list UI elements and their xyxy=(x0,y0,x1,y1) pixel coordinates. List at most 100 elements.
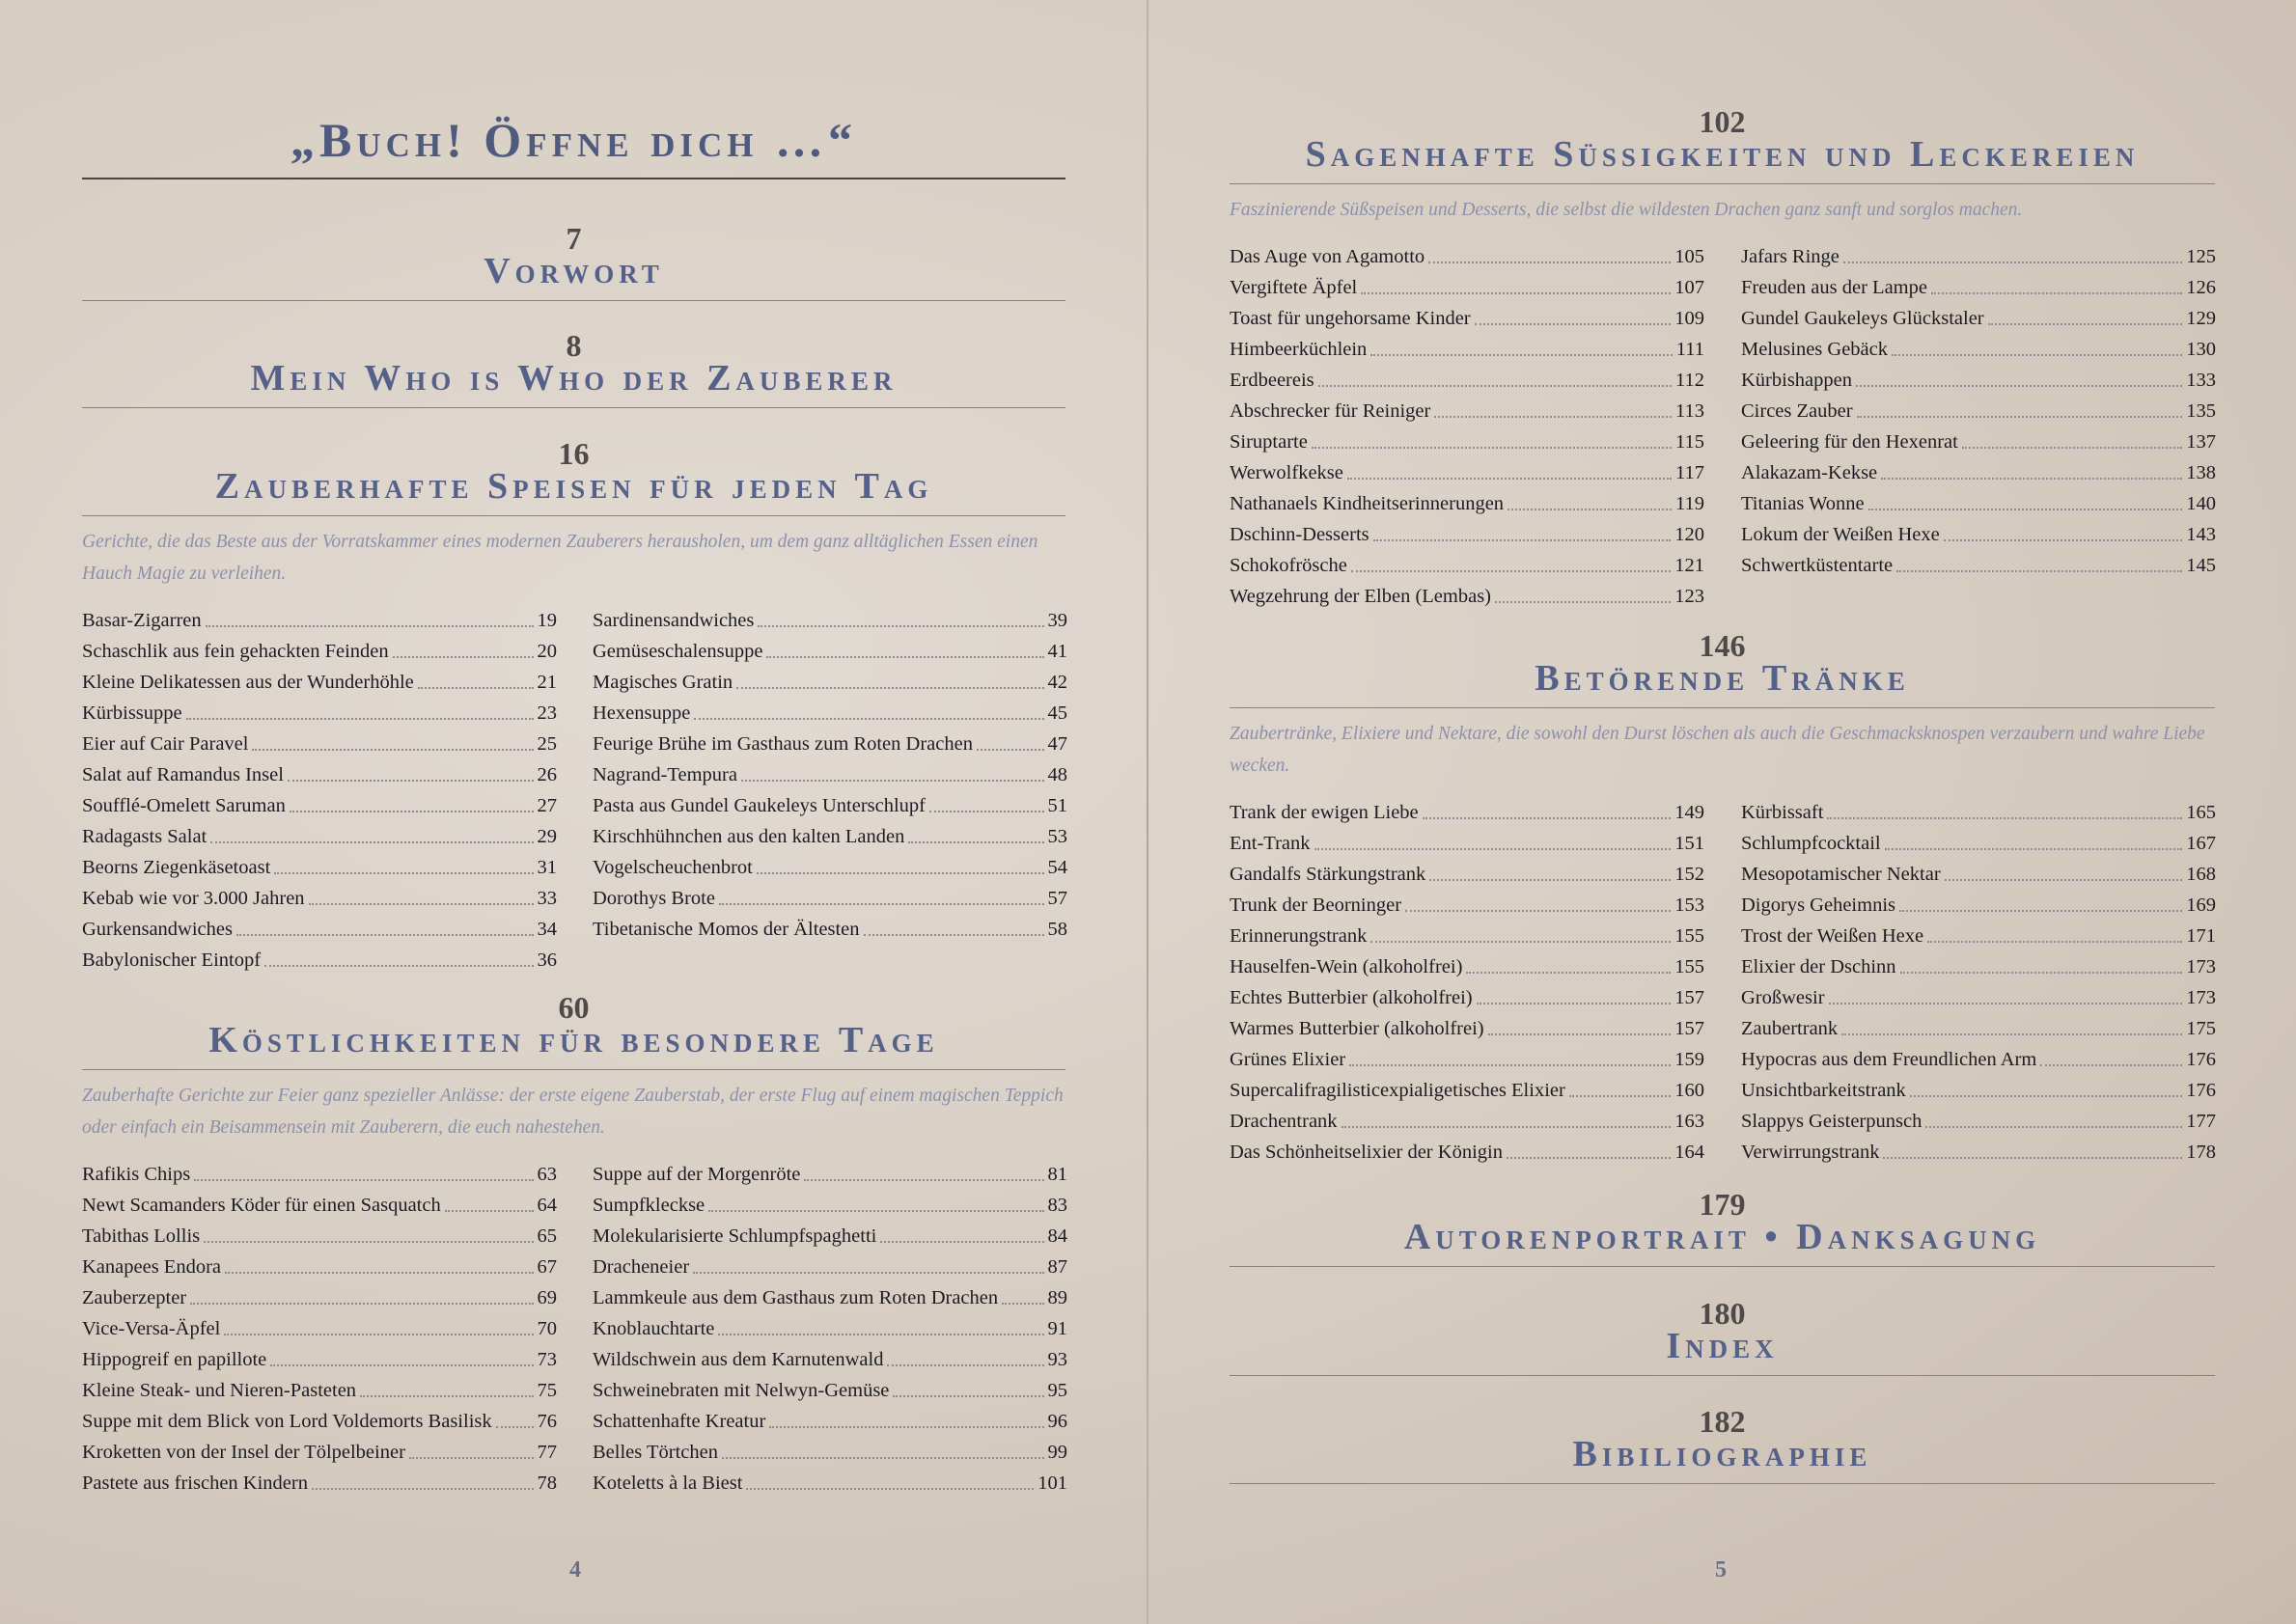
toc-entry: Rafikis Chips 63 xyxy=(82,1159,557,1190)
toc-entry: Hexensuppe 45 xyxy=(593,698,1067,729)
entry-page: 157 xyxy=(1674,1018,1704,1039)
entry-name: Slappys Geisterpunsch xyxy=(1741,1111,1923,1132)
entry-name: Kleine Steak- und Nieren-Pasteten xyxy=(82,1380,357,1401)
dot-leader xyxy=(1370,921,1672,943)
entry-page: 135 xyxy=(2186,400,2216,422)
toc-entry: Soufflé-Omelett Saruman 27 xyxy=(82,790,557,821)
toc-entry: Echtes Butterbier (alkoholfrei) 157 xyxy=(1230,982,1704,1013)
entry-page: 177 xyxy=(2186,1111,2216,1132)
toc-entry: Zauberzepter 69 xyxy=(82,1282,557,1313)
dot-leader xyxy=(1842,241,2183,263)
entry-page: 152 xyxy=(1674,864,1704,885)
toc-entry: Trunk der Beorninger 153 xyxy=(1230,890,1704,921)
section-page: 7 xyxy=(566,221,582,256)
dot-leader xyxy=(1909,1075,2183,1097)
toc-entry: Verwirrungstrank 178 xyxy=(1741,1137,2216,1168)
dot-leader xyxy=(1434,396,1672,418)
toc-entry: Grünes Elixier 159 xyxy=(1230,1044,1704,1075)
entry-name: Zauberzepter xyxy=(82,1287,187,1308)
entry-page: 120 xyxy=(1674,524,1704,545)
entry-page: 171 xyxy=(2186,925,2216,947)
entry-name: Suppe mit dem Blick von Lord Voldemorts … xyxy=(82,1411,492,1432)
entry-column: Jafars Ringe 125 Freuden aus der Lampe 126 G… xyxy=(1741,241,2216,581)
section-rule xyxy=(1230,1483,2215,1484)
entry-column: Suppe auf der Morgenröte 81 Sumpfkleckse 83… xyxy=(593,1159,1067,1499)
entry-page: 73 xyxy=(537,1349,558,1370)
section-page: 60 xyxy=(558,990,590,1025)
dot-leader xyxy=(708,1190,1044,1212)
toc-entry: Wegzehrung der Elben (Lembas) 123 xyxy=(1230,581,1704,612)
dot-leader xyxy=(308,883,534,905)
entry-page: 67 xyxy=(537,1256,558,1278)
toc-entry: Vice-Versa-Äpfel 70 xyxy=(82,1313,557,1344)
dot-leader xyxy=(804,1159,1044,1181)
entry-page: 159 xyxy=(1674,1049,1704,1070)
dot-leader xyxy=(1508,488,1672,510)
spine xyxy=(1147,0,1148,1624)
toc-entry: Magisches Gratin 42 xyxy=(593,667,1067,698)
toc-entry: Vergiftete Äpfel 107 xyxy=(1230,272,1704,303)
entry-name: Digorys Geheimnis xyxy=(1741,895,1895,916)
entry-page: 176 xyxy=(2186,1080,2216,1101)
toc-entry: Zaubertrank 175 xyxy=(1741,1013,2216,1044)
dot-leader xyxy=(1943,519,2183,541)
entry-name: Schweinebraten mit Nelwyn-Gemüse xyxy=(593,1380,890,1401)
toc-entry: Schwertküstentarte 145 xyxy=(1741,550,2216,581)
entry-name: Sumpfkleckse xyxy=(593,1195,705,1216)
toc-entry: Koteletts à la Biest 101 xyxy=(593,1468,1067,1499)
toc-entry: Kürbissaft 165 xyxy=(1741,797,2216,828)
section-page: 146 xyxy=(1699,628,1746,663)
toc-entry: Lammkeule aus dem Gasthaus zum Roten Dra… xyxy=(593,1282,1067,1313)
entry-page: 99 xyxy=(1047,1442,1068,1463)
entry-page: 138 xyxy=(2186,462,2216,483)
entry-page: 163 xyxy=(1674,1111,1704,1132)
dot-leader xyxy=(235,914,534,936)
entry-name: Basar-Zigarren xyxy=(82,610,202,631)
toc-section: 102 Sagenhafte Süssigkeiten und Leckereie… xyxy=(1230,104,2216,607)
toc-entry: Dschinn-Desserts 120 xyxy=(1230,519,1704,550)
entry-page: 33 xyxy=(537,888,558,909)
entry-page: 173 xyxy=(2186,956,2216,977)
toc-entry: Pasta aus Gundel Gaukeleys Unterschlupf 5… xyxy=(593,790,1067,821)
entry-column: Sardinensandwiches 39 Gemüseschalensuppe 41… xyxy=(593,605,1067,945)
dot-leader xyxy=(1476,982,1672,1005)
entry-name: Geleering für den Hexenrat xyxy=(1741,431,1958,453)
entry-page: 78 xyxy=(537,1473,558,1494)
section-page: 180 xyxy=(1699,1296,1746,1331)
dot-leader xyxy=(1317,365,1672,387)
entry-name: Melusines Gebäck xyxy=(1741,339,1888,360)
dot-leader xyxy=(1867,488,2183,510)
entry-name: Salat auf Ramandus Insel xyxy=(82,764,284,785)
dot-leader xyxy=(270,1344,534,1366)
entry-page: 105 xyxy=(1674,246,1704,267)
entry-name: Schwertküstentarte xyxy=(1741,555,1894,576)
entry-name: Hauselfen-Wein (alkoholfrei) xyxy=(1230,956,1463,977)
toc-entry: Kebab wie vor 3.000 Jahren 33 xyxy=(82,883,557,914)
section-intro: Zaubertränke, Elixiere und Nektare, die … xyxy=(1230,724,2205,776)
entry-page: 173 xyxy=(2186,987,2216,1008)
entry-name: Verwirrungstrank xyxy=(1741,1142,1880,1163)
entry-page: 47 xyxy=(1047,733,1068,755)
entry-name: Vogelscheuchenbrot xyxy=(593,857,753,878)
entry-page: 23 xyxy=(537,702,558,724)
toc-entry: Kürbissuppe 23 xyxy=(82,698,557,729)
dot-leader xyxy=(756,852,1044,874)
entry-name: Tabithas Lollis xyxy=(82,1225,201,1247)
entry-column: Das Auge von Agamotto 105 Vergiftete Äpfel… xyxy=(1230,241,1704,612)
entry-name: Freuden aus der Lampe xyxy=(1741,277,1927,298)
section-page: 102 xyxy=(1699,104,1746,139)
entry-name: Suppe auf der Morgenröte xyxy=(593,1164,801,1185)
dot-leader xyxy=(1828,982,2183,1005)
toc-entry: Alakazam-Kekse 138 xyxy=(1741,457,2216,488)
entry-page: 64 xyxy=(537,1195,558,1216)
toc-entry: Elixier der Dschinn 173 xyxy=(1741,951,2216,982)
dot-leader xyxy=(1827,797,2183,819)
entry-page: 26 xyxy=(537,764,558,785)
entry-name: Gemüseschalensuppe xyxy=(593,641,763,662)
entry-name: Nathanaels Kindheitserinnerungen xyxy=(1230,493,1505,514)
section-intro: Gerichte, die das Beste aus der Vorratsk… xyxy=(82,532,1038,584)
entry-page: 75 xyxy=(537,1380,558,1401)
dot-leader xyxy=(1422,797,1672,819)
entry-name: Dracheneier xyxy=(593,1256,690,1278)
toc-entry: Slappys Geisterpunsch 177 xyxy=(1741,1106,2216,1137)
